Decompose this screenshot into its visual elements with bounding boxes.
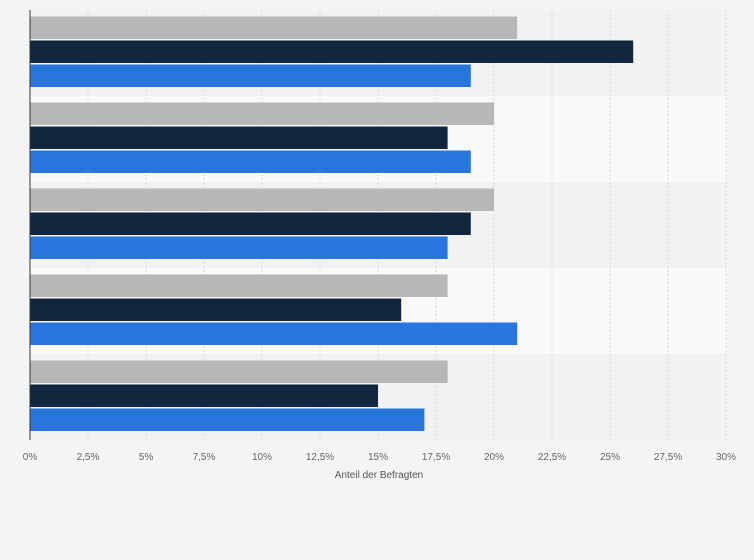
bars <box>30 16 634 431</box>
bar <box>30 408 425 431</box>
x-tick-label: 0% <box>23 452 38 463</box>
bar <box>30 102 494 125</box>
x-tick-label: 12,5% <box>306 452 334 463</box>
x-tick-label: 17,5% <box>422 452 450 463</box>
x-tick-label: 30% <box>716 452 736 463</box>
x-tick-label: 22,5% <box>538 452 566 463</box>
x-axis-title: Anteil der Befragten <box>335 470 423 481</box>
bar <box>30 274 448 297</box>
bar <box>30 212 471 235</box>
x-tick-label: 2,5% <box>77 452 100 463</box>
bar <box>30 126 448 149</box>
bar <box>30 298 402 321</box>
bar <box>30 188 494 211</box>
x-tick-label: 10% <box>252 452 272 463</box>
x-tick-label: 25% <box>600 452 620 463</box>
x-tick-label: 15% <box>368 452 388 463</box>
x-tick-label: 5% <box>139 452 154 463</box>
x-tick-labels: 0% 2,5% 5% 7,5% 10% 12,5% 15% 17,5% 20% 22,5% 25% 2… <box>23 452 736 463</box>
bar <box>30 16 518 39</box>
bar <box>30 360 448 383</box>
bar <box>30 322 518 345</box>
x-tick-label: 27,5% <box>654 452 682 463</box>
bar <box>30 384 378 407</box>
x-tick-label: 20% <box>484 452 504 463</box>
x-tick-label: 7,5% <box>193 452 216 463</box>
bar <box>30 150 471 173</box>
bar <box>30 64 471 87</box>
bar <box>30 40 634 63</box>
bar <box>30 236 448 259</box>
